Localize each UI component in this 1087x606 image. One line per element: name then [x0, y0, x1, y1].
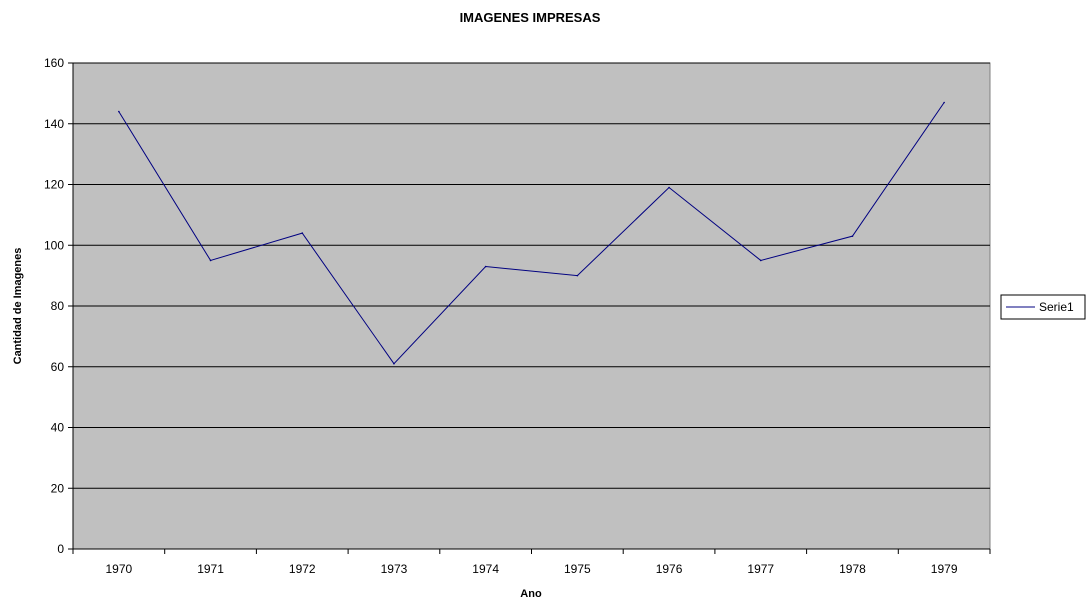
x-tick-label-1976: 1976 — [656, 562, 683, 576]
x-tick-label-1979: 1979 — [931, 562, 958, 576]
x-tick-label-1973: 1973 — [381, 562, 408, 576]
x-tick-label-1971: 1971 — [197, 562, 224, 576]
data-point-1971 — [209, 259, 212, 262]
chart-title: IMAGENES IMPRESAS — [460, 10, 601, 25]
data-point-1979 — [943, 101, 945, 104]
data-point-1974 — [484, 265, 487, 268]
series-line-serie1 — [118, 102, 945, 365]
y-tick-label: 120 — [44, 178, 64, 192]
y-axis: 0 20 40 60 80 100 120 140 160 — [44, 56, 74, 556]
x-axis: 1970 1971 1972 1973 1974 1975 1976 1977 1978 1979 — [72, 548, 991, 576]
data-point-1972 — [301, 232, 304, 234]
x-tick-label-1972: 1972 — [289, 562, 316, 576]
y-axis-label: Cantidad de Imagenes — [12, 248, 24, 365]
x-tick-label-1975: 1975 — [564, 562, 591, 576]
y-tick-label: 40 — [51, 421, 65, 435]
data-point-1970 — [118, 110, 120, 113]
x-tick-label-1970: 1970 — [105, 562, 132, 576]
x-tick-label-1978: 1978 — [839, 562, 866, 576]
y-tick-label: 100 — [44, 238, 64, 252]
x-tick-label-1977: 1977 — [747, 562, 774, 576]
data-point-1973 — [393, 362, 395, 365]
data-point-1976 — [668, 186, 670, 189]
y-tick-label: 140 — [44, 117, 64, 131]
data-point-1977 — [759, 259, 762, 262]
y-tick-label: 20 — [51, 481, 65, 495]
gridlines — [73, 62, 990, 489]
x-axis-label: Ano — [520, 588, 542, 600]
legend-label-serie1: Serie1 — [1039, 300, 1074, 314]
y-tick-label: 0 — [57, 542, 64, 556]
legend: Serie1 — [1000, 294, 1086, 320]
y-tick-label: 80 — [51, 299, 65, 313]
data-point-1975 — [576, 274, 579, 277]
data-point-1978 — [851, 235, 854, 237]
series-layer — [118, 101, 945, 365]
x-tick-label-1974: 1974 — [472, 562, 499, 576]
y-tick-label: 160 — [44, 56, 64, 70]
y-tick-label: 60 — [51, 360, 65, 374]
